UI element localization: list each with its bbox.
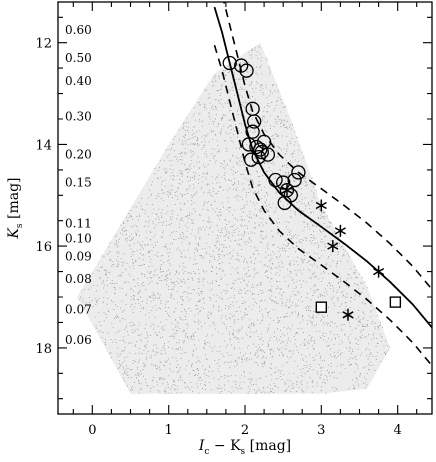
- x-tick-label: 1: [165, 423, 173, 438]
- circle-marker: [251, 149, 266, 165]
- square-marker: [389, 296, 402, 308]
- mass-scale-label: 0.08: [65, 272, 92, 286]
- mass-scale-label: 0.11: [65, 216, 92, 230]
- isochrone-upper-bound: [223, 2, 432, 290]
- y-tick-label: 12: [35, 37, 52, 52]
- mass-scale-label: 0.60: [65, 23, 92, 37]
- mass-scale-label: 0.09: [65, 249, 92, 263]
- asterisk-marker: [334, 224, 346, 237]
- axis-ticks: [58, 2, 432, 414]
- field-star-scatter: [77, 42, 390, 395]
- isochrone-curves: [213, 2, 432, 367]
- circle-marker: [247, 114, 262, 129]
- circle-marker: [256, 134, 272, 150]
- y-tick-label: 18: [35, 342, 52, 357]
- mass-scale-label: 0.30: [65, 109, 92, 123]
- data-markers: [222, 55, 402, 321]
- mass-scale-label: 0.06: [65, 333, 92, 347]
- circle-marker: [268, 172, 283, 188]
- mass-scale-label: 0.07: [65, 303, 92, 317]
- asterisk-marker: [342, 308, 354, 321]
- circle-marker: [249, 139, 264, 155]
- circle-marker: [239, 63, 254, 78]
- circle-marker: [291, 165, 306, 180]
- mass-scale-label: 0.15: [65, 176, 92, 190]
- axis-labels: 0 1 2 3 4121416180.600.500.400.300.200.150.1…: [35, 23, 401, 438]
- mass-scale-label: 0.20: [65, 148, 92, 162]
- x-tick-label: 4: [394, 423, 402, 438]
- circle-marker: [234, 58, 249, 73]
- asterisk-marker: [327, 240, 339, 253]
- square-marker: [315, 301, 328, 313]
- x-tick-label: 3: [317, 423, 325, 438]
- circle-marker: [222, 55, 237, 71]
- asterisk-marker: [315, 199, 327, 212]
- y-axis-title: Ks [mag]: [6, 177, 25, 239]
- asterisk-marker: [373, 265, 385, 278]
- mass-scale-label: 0.10: [65, 232, 92, 246]
- circle-marker: [277, 195, 292, 211]
- circle-marker: [245, 124, 260, 139]
- mass-scale-label: 0.40: [65, 74, 92, 88]
- isochrone-lower-bound: [213, 44, 432, 367]
- circle-marker: [260, 147, 276, 162]
- circle-marker: [287, 172, 302, 188]
- tick-marks: [58, 2, 432, 414]
- asterisk-marker: [281, 184, 293, 197]
- x-tick-label: 2: [241, 423, 249, 438]
- x-tick-label: 0: [88, 423, 96, 438]
- field-stars: [79, 45, 390, 395]
- circle-marker: [276, 175, 291, 190]
- y-tick-label: 14: [35, 138, 52, 153]
- isochrone-line: [213, 6, 432, 329]
- mass-scale-label: 0.50: [65, 51, 92, 65]
- circle-marker: [243, 152, 259, 167]
- circle-marker: [253, 142, 268, 157]
- x-axis-title: Ic − Ks [mag]: [198, 438, 291, 457]
- y-tick-label: 16: [35, 240, 52, 255]
